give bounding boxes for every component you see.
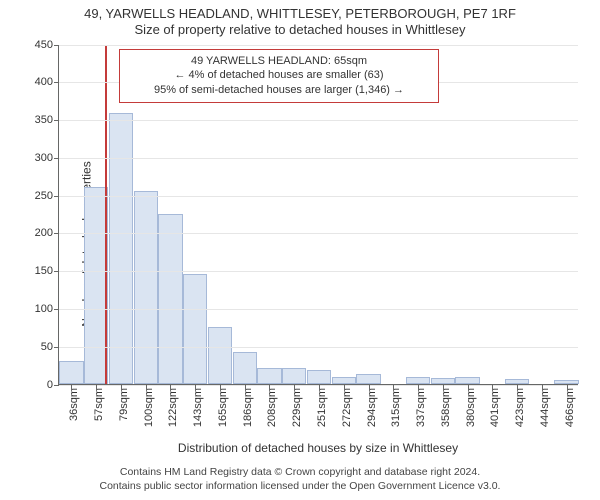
histogram-bar xyxy=(59,361,83,384)
x-tick-label: 229sqm xyxy=(291,384,303,427)
histogram-bar xyxy=(134,191,158,384)
y-tick-label: 450 xyxy=(35,39,59,51)
info-box: 49 YARWELLS HEADLAND: 65sqm← 4% of detac… xyxy=(119,49,439,104)
x-axis-label: Distribution of detached houses by size … xyxy=(58,441,578,455)
y-tick-label: 150 xyxy=(35,265,59,277)
grid-line xyxy=(59,158,578,159)
x-tick-label: 79sqm xyxy=(118,384,130,421)
chart-container: Number of detached properties 0501001502… xyxy=(0,39,600,449)
x-tick-label: 401sqm xyxy=(489,384,501,427)
info-box-line: ← 4% of detached houses are smaller (63) xyxy=(130,68,428,83)
title-sub: Size of property relative to detached ho… xyxy=(0,22,600,38)
x-tick-label: 444sqm xyxy=(539,384,551,427)
x-tick-label: 186sqm xyxy=(242,384,254,427)
info-box-line: 95% of semi-detached houses are larger (… xyxy=(130,83,428,98)
grid-line xyxy=(59,120,578,121)
reference-vline xyxy=(105,45,107,384)
x-tick-label: 294sqm xyxy=(366,384,378,427)
x-tick-label: 466sqm xyxy=(564,384,576,427)
y-tick-label: 50 xyxy=(41,341,59,353)
x-tick-label: 337sqm xyxy=(415,384,427,427)
info-box-line: 49 YARWELLS HEADLAND: 65sqm xyxy=(130,54,428,69)
grid-line xyxy=(59,347,578,348)
x-tick-label: 36sqm xyxy=(68,384,80,421)
x-tick-label: 100sqm xyxy=(143,384,155,427)
histogram-bar xyxy=(307,370,331,384)
grid-line xyxy=(59,45,578,46)
chart-titles: 49, YARWELLS HEADLAND, WHITTLESEY, PETER… xyxy=(0,0,600,39)
x-tick-label: 208sqm xyxy=(266,384,278,427)
grid-line xyxy=(59,196,578,197)
x-tick-label: 122sqm xyxy=(167,384,179,427)
histogram-bar xyxy=(183,274,207,384)
histogram-bar xyxy=(233,352,257,384)
y-tick-label: 250 xyxy=(35,190,59,202)
footer-line-2: Contains public sector information licen… xyxy=(0,480,600,494)
x-tick-label: 165sqm xyxy=(217,384,229,427)
x-tick-label: 143sqm xyxy=(192,384,204,427)
histogram-bar xyxy=(257,368,281,383)
histogram-bar xyxy=(208,327,232,384)
grid-line xyxy=(59,309,578,310)
y-tick-label: 350 xyxy=(35,114,59,126)
x-tick-label: 315sqm xyxy=(390,384,402,427)
histogram-bar xyxy=(158,214,182,383)
x-tick-label: 57sqm xyxy=(93,384,105,421)
x-tick-label: 251sqm xyxy=(316,384,328,427)
grid-line xyxy=(59,271,578,272)
y-tick-label: 100 xyxy=(35,303,59,315)
y-tick-label: 200 xyxy=(35,227,59,239)
histogram-bar xyxy=(356,374,380,383)
y-tick-label: 400 xyxy=(35,76,59,88)
x-tick-label: 358sqm xyxy=(440,384,452,427)
grid-line xyxy=(59,233,578,234)
attribution-footer: Contains HM Land Registry data © Crown c… xyxy=(0,466,600,493)
title-main: 49, YARWELLS HEADLAND, WHITTLESEY, PETER… xyxy=(0,6,600,22)
histogram-bar xyxy=(282,368,306,383)
footer-line-1: Contains HM Land Registry data © Crown c… xyxy=(0,466,600,480)
plot-area: 05010015020025030035040045036sqm57sqm79s… xyxy=(58,45,578,385)
x-tick-label: 272sqm xyxy=(341,384,353,427)
x-tick-label: 423sqm xyxy=(514,384,526,427)
y-tick-label: 300 xyxy=(35,152,59,164)
x-tick-label: 380sqm xyxy=(465,384,477,427)
plot-area-wrap: 05010015020025030035040045036sqm57sqm79s… xyxy=(58,45,578,385)
y-tick-label: 0 xyxy=(47,379,59,391)
histogram-bar xyxy=(109,113,133,383)
